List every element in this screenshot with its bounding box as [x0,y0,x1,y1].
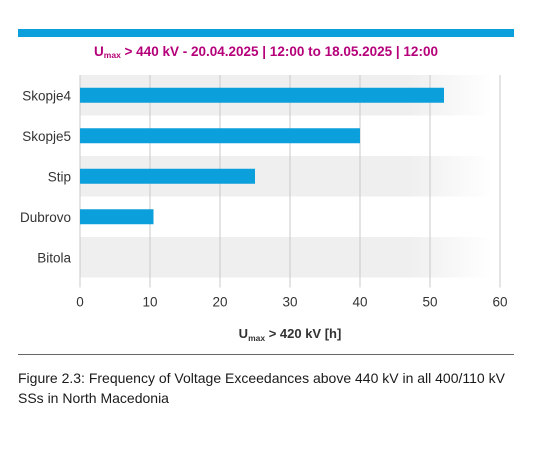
x-tick-label-50: 50 [422,295,437,310]
chart-title: Umax > 440 kV - 20.04.2025 | 12:00 to 18… [18,44,514,60]
bar-stip [80,168,255,184]
category-label-stip: Stip [48,169,71,184]
category-label-bitola: Bitola [37,250,71,265]
title-u: U [94,44,104,59]
row-band-bitola [80,237,492,278]
x-tick-label-60: 60 [492,295,507,310]
category-label-skopje5: Skopje5 [22,129,71,144]
bar-skopje4 [80,87,444,103]
x-axis-title-u: U [238,326,249,341]
bar-dubrovo [80,209,154,225]
x-tick-label-20: 20 [212,295,227,310]
figure-caption: Figure 2.3: Frequency of Voltage Exceeda… [18,370,505,406]
category-label-dubrovo: Dubrovo [20,210,71,225]
bar-skopje5 [80,128,360,144]
x-tick-label-0: 0 [76,295,84,310]
x-axis-title-text: > 420 kV [h] [265,326,342,341]
x-tick-label-40: 40 [352,295,367,310]
x-axis-title-subscript: max [248,333,266,343]
category-label-skopje4: Skopje4 [22,88,71,103]
title-text: > 440 kV - 20.04.2025 | 12:00 to 18.05.2… [120,44,438,59]
title-subscript: max [103,50,121,60]
x-axis-title: Umax > 420 kV [h] [80,326,500,343]
x-tick-label-10: 10 [142,295,157,310]
caption-divider [18,354,514,355]
header-band [18,29,514,37]
x-tick-label-30: 30 [282,295,297,310]
